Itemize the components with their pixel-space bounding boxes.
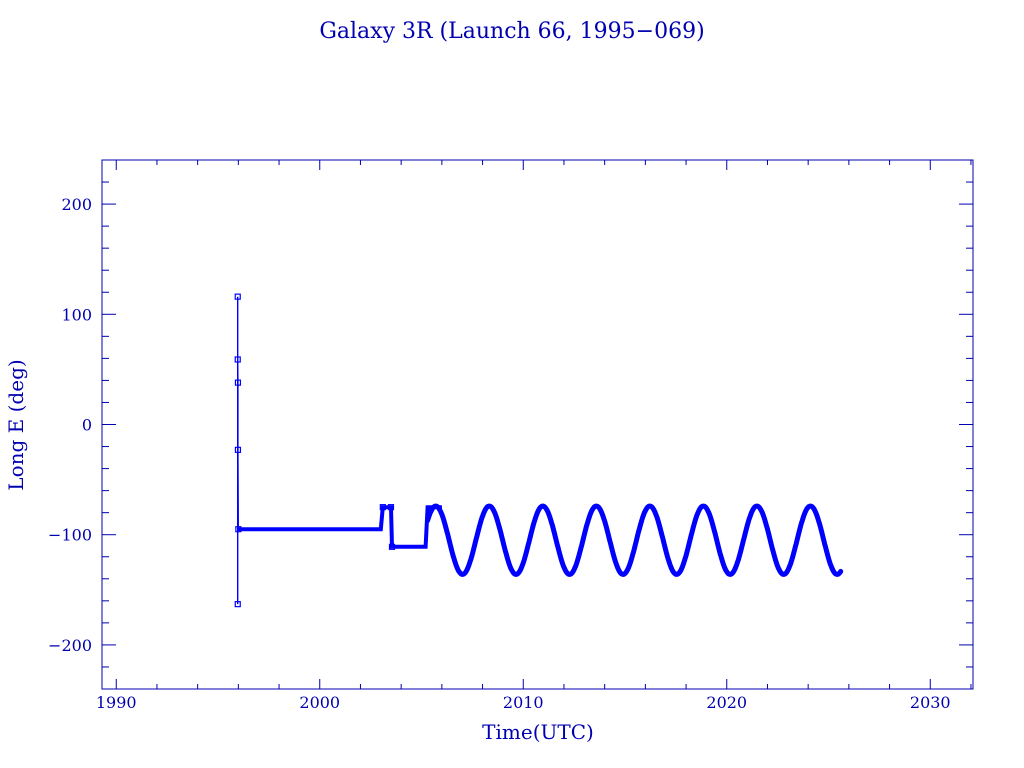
data-point [379, 504, 386, 511]
x-axis-label: Time(UTC) [482, 720, 594, 744]
x-tick-label: 2010 [503, 693, 544, 712]
x-tick-label: 2000 [299, 693, 340, 712]
series-thick-segment [238, 505, 442, 549]
y-axis-ticks [102, 159, 973, 690]
series-line-segment [236, 296, 442, 605]
y-tick-label: 100 [61, 305, 92, 324]
series-oscillation [425, 503, 844, 577]
x-tick-label: 1990 [96, 693, 137, 712]
data-point [235, 526, 242, 533]
plot-frame [101, 159, 974, 690]
data-point [234, 293, 241, 300]
y-tick-label: −100 [48, 526, 92, 545]
x-tick-label: 2020 [706, 693, 747, 712]
data-point [234, 379, 242, 386]
series-layer [234, 293, 844, 608]
y-axis-label: Long E (deg) [4, 359, 28, 490]
y-tick-label: −200 [48, 636, 92, 655]
data-point [388, 543, 396, 550]
x-axis-ticks [115, 160, 972, 689]
y-axis-tick-labels: −200 −100 0 100 200 [48, 195, 92, 655]
y-tick-label: 200 [61, 195, 92, 214]
data-point [234, 601, 241, 608]
y-tick-label: 0 [82, 416, 92, 435]
x-tick-label: 2030 [910, 693, 951, 712]
x-axis-tick-labels: 1990 2000 2010 2020 2030 [96, 693, 951, 712]
data-point [234, 356, 241, 363]
chart-title: Galaxy 3R (Launch 66, 1995−069) [319, 19, 704, 44]
data-point [234, 446, 242, 453]
data-point [387, 504, 395, 511]
